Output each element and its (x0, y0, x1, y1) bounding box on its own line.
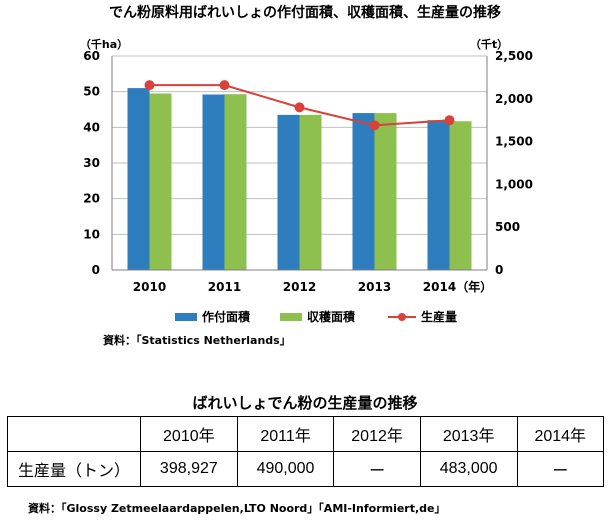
x-tick-label: 2010 (133, 280, 166, 294)
production-point (219, 80, 230, 91)
legend-swatch-harvested (280, 312, 302, 321)
x-tick-label: 2014（年） (423, 279, 492, 294)
y-left-unit: （千ha） (80, 37, 128, 51)
table-row-label: 生産量（トン） (7, 451, 141, 487)
table-cell: 483,000 (419, 451, 518, 487)
legend-swatch-production (388, 312, 416, 321)
bar-planted (427, 120, 450, 270)
y-left-tick-label: 0 (92, 263, 100, 277)
legend-label-production: 生産量 (421, 310, 458, 324)
production-point (444, 115, 455, 126)
legend-label-harvested: 収穫面積 (307, 310, 356, 324)
y-right-tick-label: 1,500 (495, 135, 533, 149)
table-header-cell: 2014年 (516, 416, 604, 452)
legend-item-planted: 作付面積 (175, 308, 250, 325)
y-right-tick-label: 0 (495, 263, 503, 277)
production-point (144, 80, 155, 91)
y-left-tick-label: 40 (83, 120, 100, 134)
bar-planted (352, 113, 375, 270)
table-row: 生産量（トン） 398,927 490,000 ー 483,000 ー (7, 451, 604, 487)
table-header-cell: 2011年 (236, 416, 335, 452)
legend-item-production: 生産量 (388, 308, 457, 325)
table-header-cell: 2013年 (419, 416, 518, 452)
production-point (294, 102, 305, 113)
legend-item-harvested: 収穫面積 (280, 308, 355, 325)
chart: 0 10 20 30 40 50 60 0 500 1,000 1,500 2,000 2,500 （千h… (80, 37, 533, 294)
table-header-cell (7, 416, 141, 452)
bar-harvested (149, 93, 172, 270)
chart-source: 資料：「Statistics Netherlands」 (103, 334, 291, 347)
table-header-cell: 2010年 (140, 416, 238, 452)
y-right-unit: （千t） (470, 37, 508, 51)
bar-harvested (224, 94, 247, 270)
production-table: 2010年 2011年 2012年 2013年 2014年 生産量（トン） 39… (7, 416, 604, 487)
legend-swatch-planted (175, 312, 197, 321)
table-source: 資料：「Glossy Zetmeelaardappelen,LTO Noord」… (28, 502, 446, 515)
y-right-tick-label: 1,000 (495, 177, 533, 191)
bar-harvested (374, 113, 397, 270)
table-cell: 398,927 (140, 451, 238, 487)
bar-harvested (449, 121, 472, 271)
y-left-tick-label: 50 (83, 85, 100, 99)
y-left-tick-label: 20 (83, 192, 100, 206)
production-point (369, 120, 380, 131)
y-left-tick-label: 30 (83, 156, 100, 170)
legend-label-planted: 作付面積 (202, 310, 251, 324)
y-left-tick-label: 10 (83, 227, 100, 241)
x-tick-label: 2013 (358, 280, 391, 294)
bar-planted (202, 94, 225, 271)
y-right-tick-label: 2,500 (495, 49, 533, 63)
y-right-tick-label: 500 (495, 220, 520, 234)
chart-title: でん粉原料用ばれいしょの作付面積、収穫面積、生産量の推移 (109, 5, 501, 21)
y-left-tick-label: 60 (83, 49, 100, 63)
bar-planted (127, 88, 150, 270)
x-tick-label: 2011 (208, 280, 241, 294)
table-title: ばれいしょでん粉の生産量の推移 (192, 394, 418, 412)
table-cell: ー (516, 451, 604, 487)
bar-planted (277, 114, 300, 270)
y-right-tick-label: 2,000 (495, 92, 533, 106)
table-cell: ー (333, 451, 421, 487)
bar-harvested (299, 114, 322, 270)
x-tick-label: 2012 (283, 280, 316, 294)
table-cell: 490,000 (236, 451, 335, 487)
table-header-cell: 2012年 (333, 416, 421, 452)
table-header-row: 2010年 2011年 2012年 2013年 2014年 (7, 416, 604, 452)
